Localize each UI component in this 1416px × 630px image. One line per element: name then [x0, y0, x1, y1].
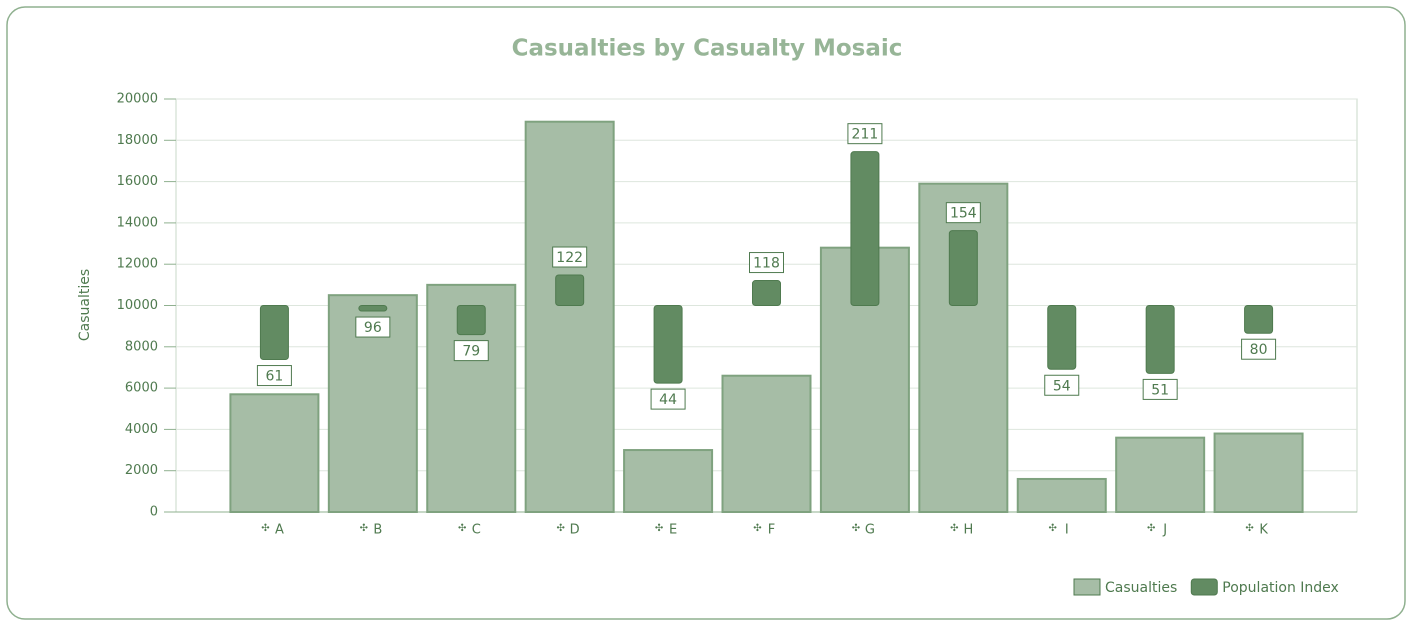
index-bar [948, 230, 978, 306]
y-tick-label: 6000 [125, 381, 158, 396]
y-tick-label: 18000 [117, 133, 158, 148]
x-tick-label: E [669, 523, 677, 538]
bar [721, 374, 812, 513]
x-tick-icon: ✣ [950, 523, 958, 534]
y-tick-label: 14000 [117, 215, 158, 230]
x-tick-icon: ✣ [1049, 523, 1057, 534]
data-label: 79 [462, 344, 480, 360]
bar [524, 120, 615, 513]
y-tick-label: 2000 [125, 463, 158, 478]
y-tick-label: 10000 [117, 298, 158, 313]
data-label: 80 [1250, 342, 1268, 358]
legend-swatch [1073, 578, 1101, 596]
data-label-box [453, 340, 489, 362]
x-tick-label: H [963, 523, 973, 538]
x-tick-label: G [865, 523, 875, 538]
index-bar [1145, 305, 1175, 374]
index-bar [1244, 305, 1274, 334]
index-bar [259, 305, 289, 361]
data-label: 54 [1053, 378, 1071, 394]
data-label: 51 [1151, 382, 1169, 398]
index-bar [752, 280, 781, 306]
bar [229, 393, 320, 514]
x-tick-label: K [1259, 523, 1268, 538]
x-tick-icon: ✣ [360, 523, 368, 534]
x-tick-icon: ✣ [1245, 523, 1253, 534]
data-label-box [355, 316, 391, 338]
x-tick-icon: ✣ [852, 523, 860, 534]
x-tick-label: J [1162, 523, 1167, 538]
y-tick-label: 4000 [125, 422, 158, 437]
y-axis-label: Casualties [77, 269, 93, 341]
bar [1213, 432, 1304, 513]
data-label: 118 [753, 256, 780, 272]
index-bar [653, 305, 683, 384]
x-tick-label: D [570, 523, 580, 538]
data-label-box [847, 123, 883, 145]
y-tick-label: 16000 [117, 174, 158, 189]
data-label: 61 [266, 369, 284, 385]
x-tick-label: F [768, 523, 775, 538]
y-tick-label: 0 [150, 505, 158, 520]
x-tick-label: C [472, 523, 481, 538]
data-label: 211 [852, 127, 879, 143]
index-bar [555, 274, 585, 307]
x-tick-label: B [373, 523, 382, 538]
bar [1115, 436, 1206, 513]
bar [623, 449, 714, 513]
legend-swatch [1190, 578, 1218, 596]
data-label-box [1142, 378, 1178, 400]
index-bar [456, 305, 486, 336]
index-bar [850, 151, 880, 306]
data-label: 122 [556, 250, 583, 266]
legend-label: Population Index [1222, 580, 1339, 596]
y-tick-label: 8000 [125, 339, 158, 354]
data-label-box [945, 202, 981, 224]
legend-label: Casualties [1105, 580, 1177, 596]
y-tick-label: 12000 [117, 257, 158, 272]
data-label: 44 [659, 392, 677, 408]
data-label-box [552, 246, 588, 268]
index-bar [358, 305, 388, 312]
bar [1016, 477, 1107, 513]
data-label-box [1044, 374, 1080, 396]
x-tick-icon: ✣ [1147, 523, 1155, 534]
index-bar [1047, 305, 1077, 370]
x-tick-icon: ✣ [458, 523, 466, 534]
data-label-box [256, 365, 292, 387]
data-label-box [650, 388, 686, 410]
data-label: 96 [364, 320, 382, 336]
x-tick-label: I [1065, 523, 1069, 538]
x-tick-icon: ✣ [753, 523, 761, 534]
x-tick-icon: ✣ [655, 523, 663, 534]
data-label: 154 [950, 206, 977, 222]
chart-title: Casualties by Casualty Mosaic [512, 36, 903, 62]
data-label-box [749, 252, 784, 274]
data-label-box [1241, 338, 1277, 360]
x-tick-icon: ✣ [556, 523, 564, 534]
y-tick-label: 20000 [117, 92, 158, 107]
x-tick-label: A [275, 523, 284, 538]
x-tick-icon: ✣ [261, 523, 269, 534]
